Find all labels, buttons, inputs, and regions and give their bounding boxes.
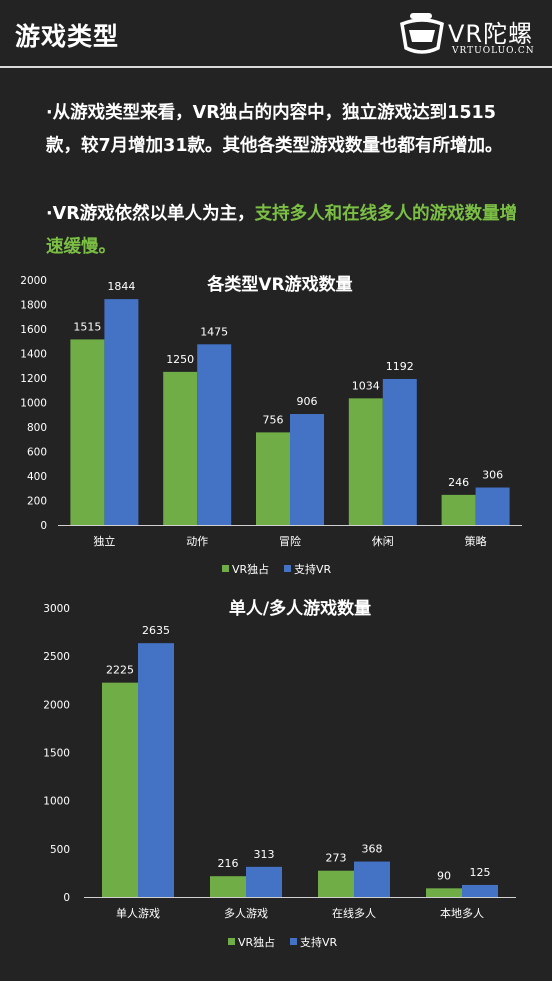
y-tick-label: 2000 [20, 275, 47, 287]
y-tick-label: 800 [27, 422, 47, 434]
legend-label: 支持VR [294, 562, 332, 576]
bar-vr-exclusive [102, 682, 138, 897]
data-label: 1034 [352, 379, 380, 392]
logo-subtext: VRTUOLUO.CN [452, 46, 535, 56]
y-tick-label: 1400 [20, 349, 47, 361]
y-tick-label: 1600 [20, 324, 47, 336]
data-label: 368 [362, 843, 383, 856]
bar-vr-exclusive [426, 888, 462, 897]
y-tick-label: 1800 [20, 300, 47, 312]
y-tick-label: 2500 [43, 651, 70, 663]
chart-single-multi: 单人/多人游戏数量 0 500 1000 1500 2000 2500 3000 2225 263… [43, 598, 516, 949]
legend-label: VR独占 [232, 562, 269, 576]
page-title: 游戏类型 [15, 22, 120, 51]
bar-vr-exclusive [348, 398, 383, 525]
y-tick-label: 1000 [20, 398, 47, 410]
bar-vr-exclusive [256, 432, 290, 525]
legend-label: 支持VR [300, 935, 338, 949]
bar-vr-supported [382, 378, 417, 525]
legend-swatch [284, 565, 291, 572]
chart-title: 单人/多人游戏数量 [229, 598, 371, 619]
y-tick-label: 600 [27, 447, 47, 459]
data-label: 246 [448, 476, 469, 489]
bar-vr-exclusive [441, 494, 476, 525]
data-label: 1844 [107, 280, 135, 293]
x-category-label: 策略 [465, 534, 487, 548]
data-label: 90 [437, 869, 451, 882]
data-label: 1250 [166, 353, 194, 366]
data-label: 1192 [386, 360, 414, 373]
y-tick-label: 1500 [43, 748, 70, 760]
y-tick-label: 200 [27, 496, 47, 508]
bar-vr-exclusive [210, 876, 246, 897]
data-label: 756 [263, 413, 284, 426]
paragraph-2: ·VR游戏依然以单人为主，支持多人和在线多人的游戏数量增速缓慢。 [46, 198, 526, 264]
legend-label: VR独占 [238, 935, 275, 949]
bar-vr-supported [290, 414, 324, 525]
data-label: 1475 [200, 325, 228, 338]
data-label: 125 [470, 866, 491, 879]
y-tick-label: 0 [63, 892, 70, 904]
data-label: 1515 [73, 320, 101, 333]
header-divider [0, 66, 552, 68]
chart-title: 各类型VR游戏数量 [206, 274, 352, 295]
bar-vr-exclusive [163, 371, 198, 525]
bar-vr-exclusive [70, 339, 105, 525]
x-category-label: 在线多人 [332, 906, 376, 920]
x-category-label: 休闲 [372, 534, 394, 548]
x-category-label: 独立 [93, 534, 115, 548]
bar-vr-exclusive [318, 870, 354, 897]
x-category-label: 多人游戏 [224, 906, 268, 920]
data-label: 216 [218, 857, 239, 870]
y-tick-label: 0 [40, 520, 47, 532]
bar-vr-supported [138, 643, 174, 897]
data-label: 273 [326, 852, 347, 865]
bar-vr-supported [104, 299, 139, 525]
legend-swatch [290, 938, 297, 945]
y-tick-label: 1200 [20, 373, 47, 385]
x-category-label: 本地多人 [440, 906, 484, 920]
paragraph-2-plain: ·VR游戏依然以单人为主， [46, 204, 255, 224]
y-tick-label: 500 [50, 844, 70, 856]
vr-tuoluo-logo: VR陀螺 VRTUOLUO.CN [396, 12, 546, 62]
data-label: 313 [254, 848, 275, 861]
page-header: 游戏类型 VR陀螺 VRTUOLUO.CN [0, 0, 552, 66]
paragraph-2-highlight: 支持多人和在线多人的游戏数量增速缓慢。 [46, 204, 518, 257]
y-tick-label: 3000 [43, 603, 70, 615]
bar-vr-supported [475, 487, 510, 525]
x-category-label: 动作 [186, 535, 208, 548]
chart-game-genres: 各类型VR游戏数量 0 200 400 600 800 1000 1200 1400 1600 18… [20, 274, 522, 576]
vr-headset-logo-icon [400, 13, 444, 54]
bar-vr-supported [462, 884, 498, 897]
data-label: 306 [482, 469, 503, 482]
x-category-label: 冒险 [279, 534, 301, 548]
bar-vr-supported [246, 866, 282, 897]
y-tick-label: 2000 [43, 699, 70, 711]
data-label: 2225 [106, 664, 134, 677]
bar-vr-supported [354, 861, 390, 897]
legend-swatch [228, 938, 235, 945]
y-tick-label: 1000 [43, 796, 70, 808]
paragraph-1: ·从游戏类型来看，VR独占的内容中，独立游戏达到1515款，较7月增加31款。其… [46, 103, 503, 156]
data-label: 906 [297, 395, 318, 408]
data-label: 2635 [142, 624, 170, 637]
logo-text: VR陀螺 [448, 20, 534, 48]
y-tick-label: 400 [27, 471, 47, 483]
x-category-label: 单人游戏 [116, 907, 160, 920]
bar-vr-supported [197, 344, 232, 525]
legend-swatch [222, 565, 229, 572]
